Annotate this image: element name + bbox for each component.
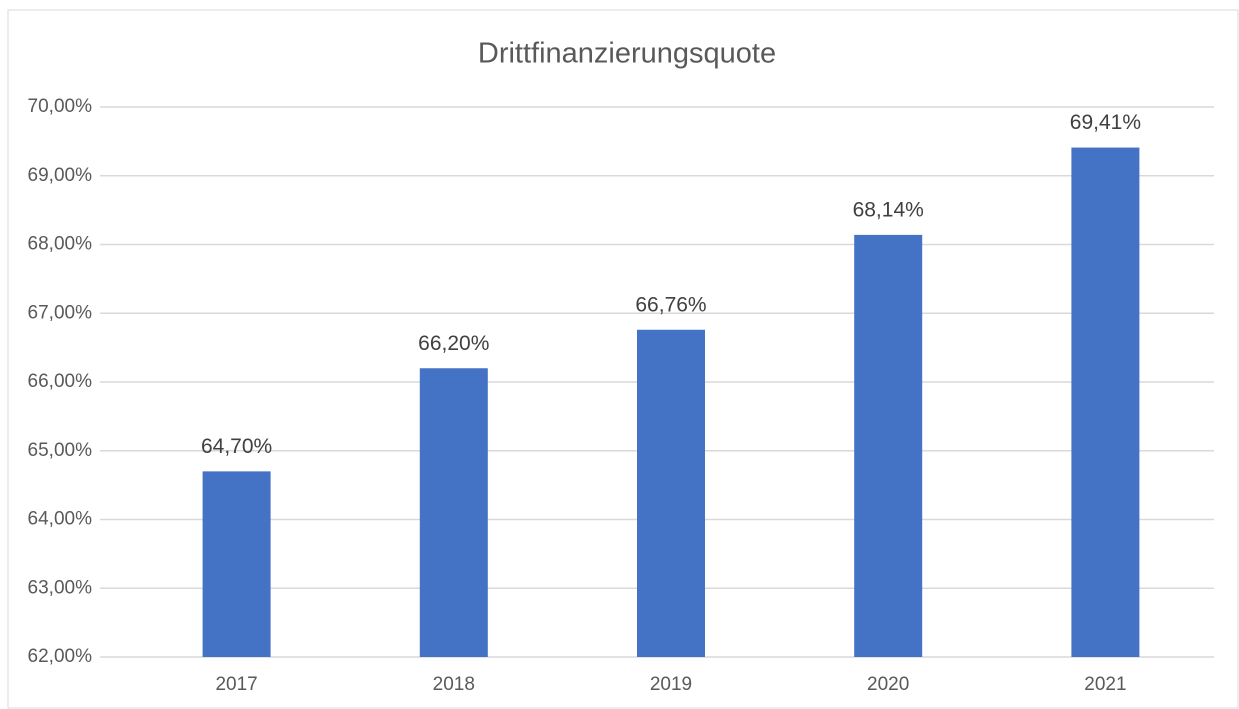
data-label: 69,41% <box>1070 111 1141 134</box>
bar <box>1071 147 1140 657</box>
y-tick-label: 66,00% <box>28 371 93 392</box>
data-label: 64,70% <box>201 435 272 458</box>
data-label: 66,20% <box>418 332 489 355</box>
data-label: 68,14% <box>853 198 924 221</box>
y-tick-label: 65,00% <box>28 440 93 461</box>
x-tick-label: 2018 <box>433 674 475 695</box>
bar <box>202 471 271 657</box>
chart-title: Drittfinanzierungsquote <box>478 38 776 70</box>
y-tick-label: 64,00% <box>28 509 93 530</box>
y-tick-label: 63,00% <box>28 577 93 598</box>
bar <box>419 368 488 657</box>
chart-frame <box>7 9 1239 709</box>
y-tick-label: 67,00% <box>28 302 93 323</box>
y-tick-label: 68,00% <box>28 234 93 255</box>
x-tick-label: 2019 <box>650 674 692 695</box>
y-tick-label: 62,00% <box>28 646 93 667</box>
x-tick-label: 2017 <box>215 674 257 695</box>
x-tick-label: 2021 <box>1084 674 1126 695</box>
data-label: 66,76% <box>635 293 706 316</box>
y-tick-label: 70,00% <box>28 96 93 117</box>
x-tick-label: 2020 <box>867 674 909 695</box>
y-tick-label: 69,00% <box>28 165 93 186</box>
bar <box>637 329 705 657</box>
bar <box>854 234 923 657</box>
